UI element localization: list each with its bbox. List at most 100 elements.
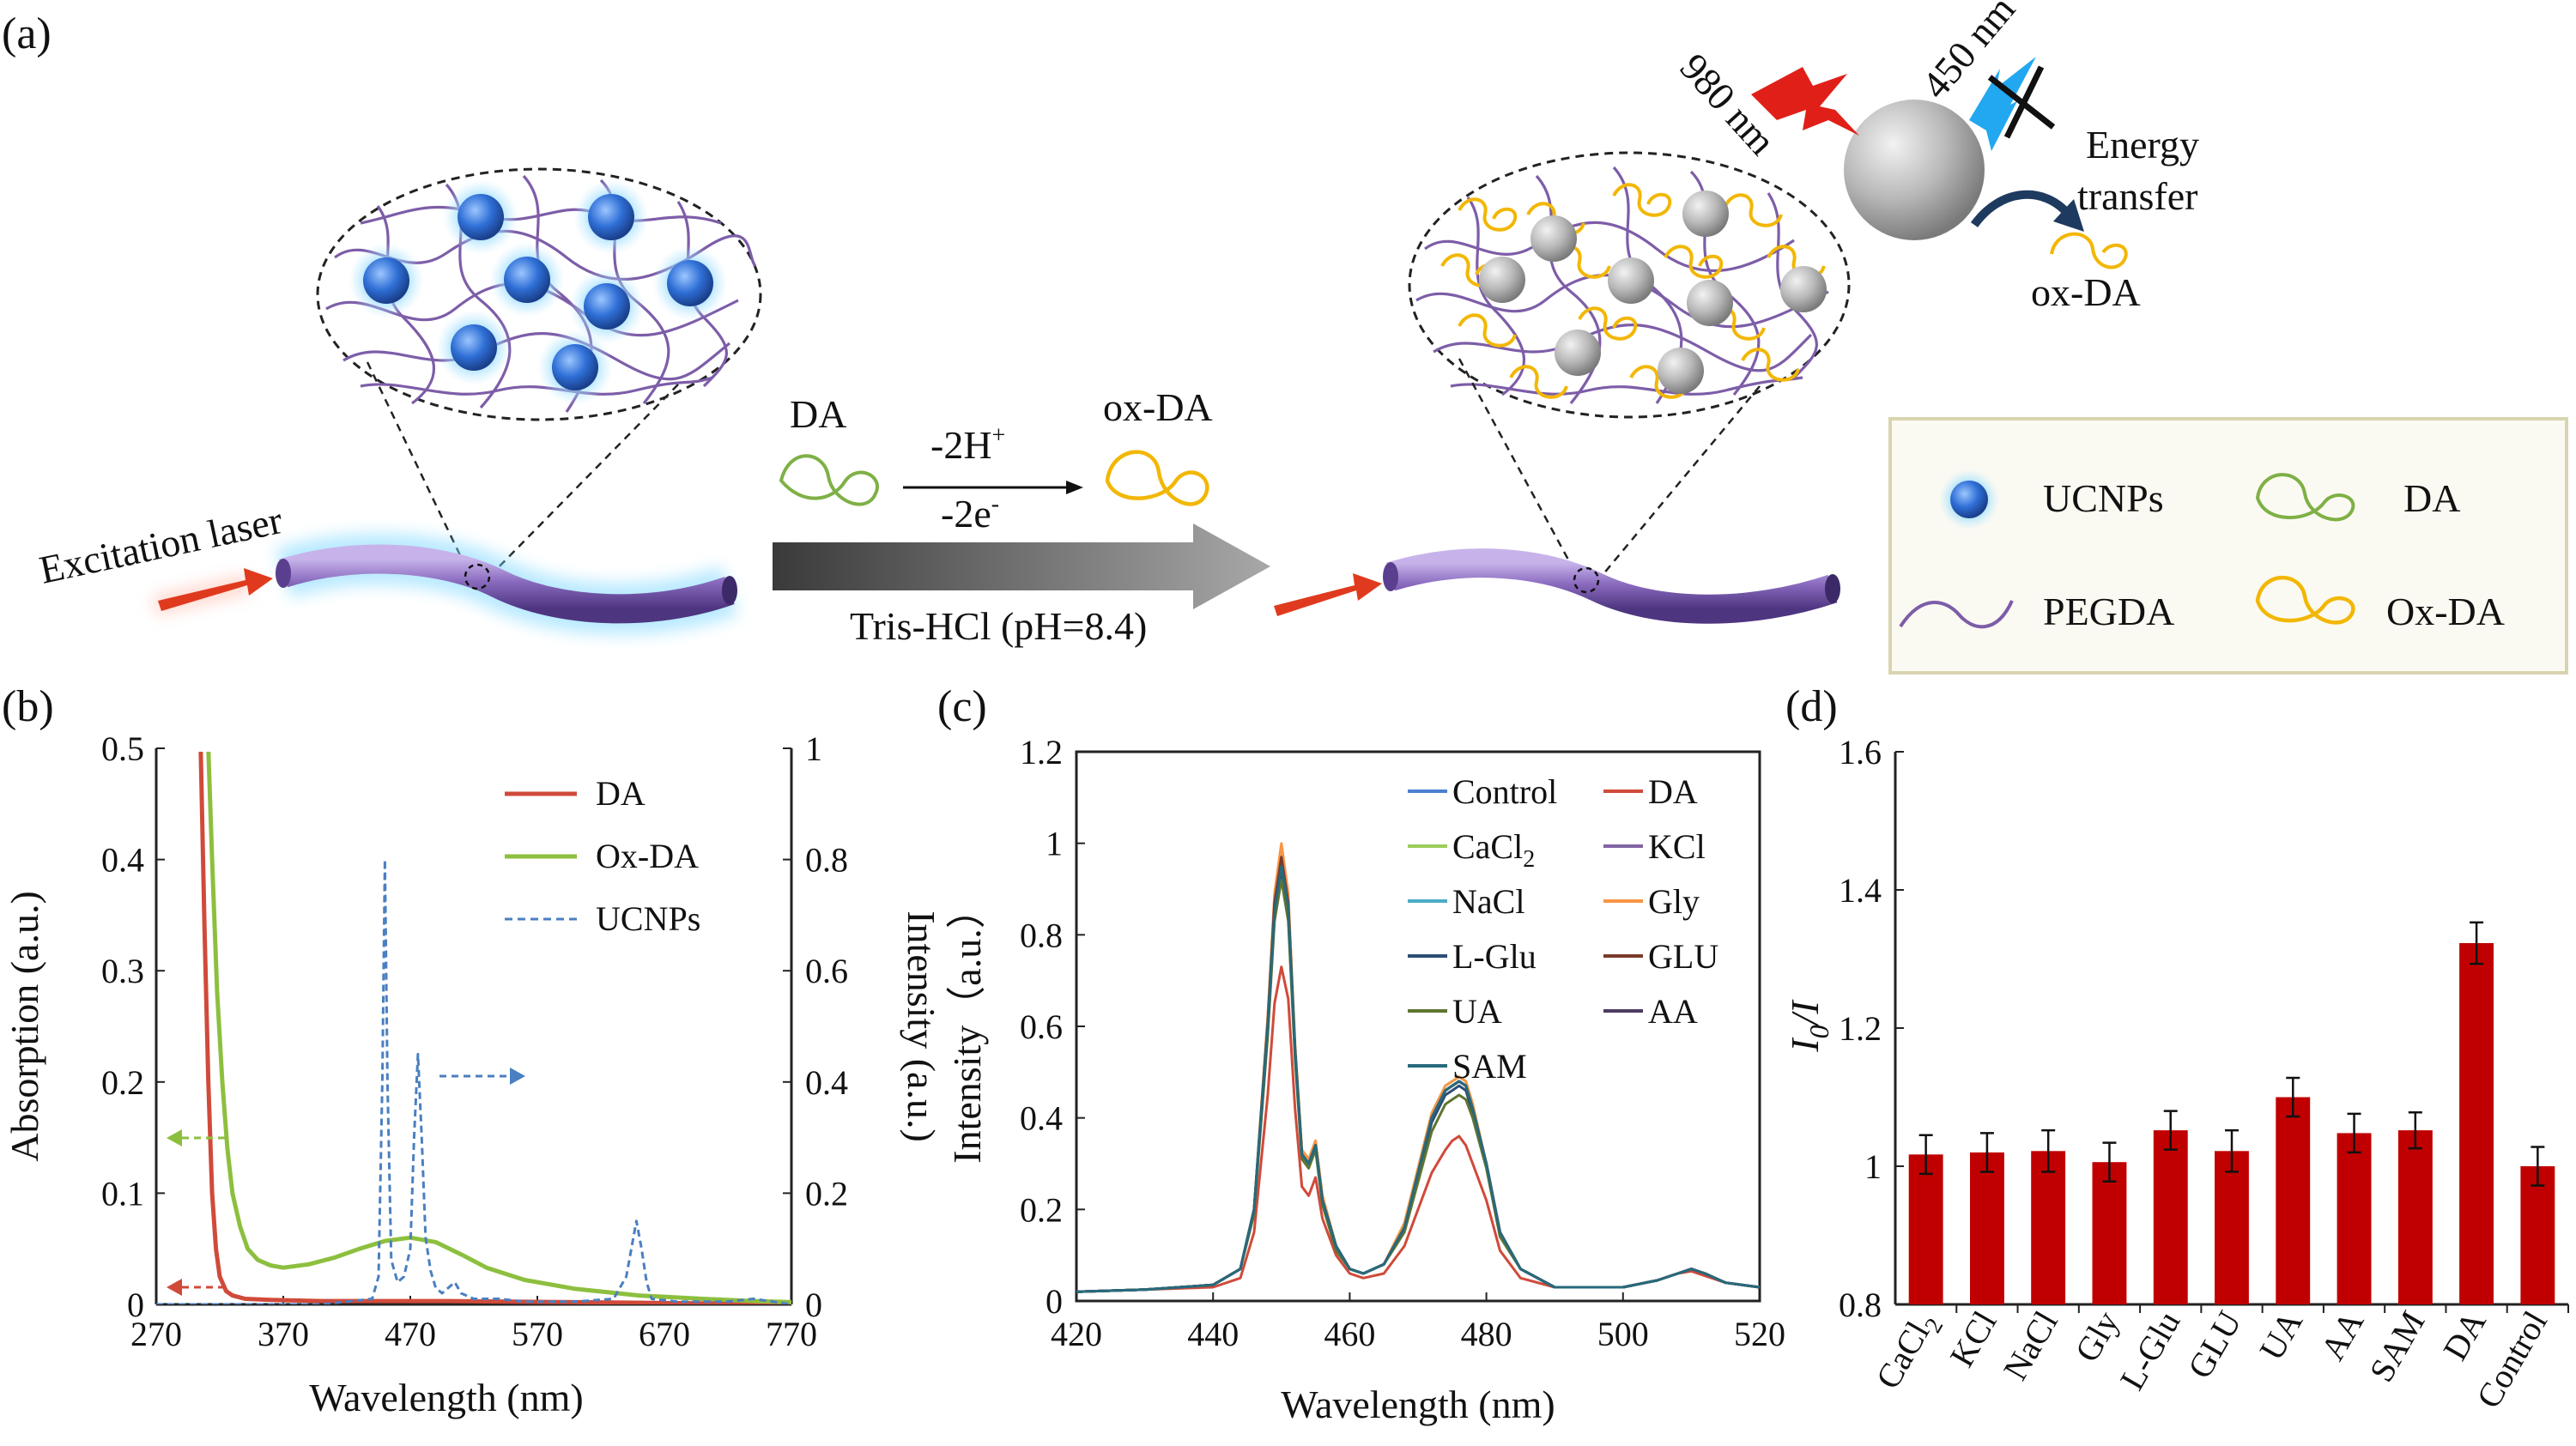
c-y-tick-label: 0.8 [1020,916,1063,954]
c-x-tick-label: 420 [1051,1315,1102,1353]
b-right-tick-label: 1 [805,729,822,768]
panel-b-axes [155,748,793,1306]
c-legend-gly: Gly [1648,882,1700,921]
c-series [1076,842,1761,1293]
legend-box [1888,417,2568,675]
quenched-ucnps-right [1479,191,1827,394]
d-category-glu: GLU [2180,1304,2249,1385]
energy-transfer-arrow [1970,190,2072,228]
c-xlabel: Wavelength (nm) [1281,1382,1555,1426]
d-y-tick-label: 1 [1864,1147,1882,1186]
legend-da-label: DA [2403,476,2460,520]
panel-b: (b) 0 0.1 0.2 0.3 0.4 0.5 0 0.2 0.4 0.6 0.8 1 270 3… [2,682,943,1419]
block-cross-2 [2003,65,2045,139]
d-bar-aa [2337,1133,2372,1304]
c-series-nacl [1076,856,1761,1293]
b-arrow-ucnps [510,1068,525,1085]
left-magnified-view [316,167,762,578]
right-fiber [1383,548,1840,624]
b-legend-oxda: Ox-DA [596,837,699,875]
b-left-tick-label: 0.1 [101,1174,144,1213]
panel-d-label: (d) [1785,682,1838,731]
buffer-label: Tris-HCl (pH=8.4) [850,604,1147,648]
legend-oxda-label: Ox-DA [2386,590,2505,633]
b-arrow-oxda [167,1129,182,1147]
b-ylabel-right: Intensity (a.u.) [900,911,943,1142]
acceptor-label: ox-DA [2031,270,2141,314]
c-x-tick-label: 440 [1187,1315,1239,1353]
b-legend-da: DA [596,774,646,813]
energy-transfer-arrowhead [2053,199,2084,232]
c-x-tick-label: 520 [1734,1315,1785,1353]
ucnp-particles-left [349,179,728,405]
legend-da-icon [2255,473,2355,522]
panel-b-label: (b) [2,682,54,731]
d-bar-da [2459,943,2494,1304]
c-y-tick-label: 1.2 [1020,733,1063,771]
b-legend-ucnps: UCNPs [596,899,700,938]
d-bar-l-glu [2153,1130,2188,1304]
b-series-ox-da [206,752,792,1304]
b-ylabel-left: Absorption (a.u.) [3,891,46,1162]
c-legend-glu: GLU [1648,937,1718,976]
left-zoom-line-2 [488,384,679,578]
b-legend: DA Ox-DA UCNPs [505,774,700,938]
c-y-tick-label: 0.2 [1020,1190,1063,1229]
c-legend-sam: SAM [1452,1047,1527,1086]
panel-c-label: (c) [937,682,987,731]
da-molecule-icon [779,454,879,506]
b-x-tick-label: 570 [512,1315,563,1353]
c-y-ticks: 0 0.2 0.4 0.6 0.8 1 1.2 [1020,733,1085,1321]
process-arrow [773,523,1270,609]
d-bar-gly [2092,1162,2127,1304]
b-x-ticks: 270 370 470 570 670 770 [130,1296,817,1353]
c-legend-nacl: NaCl [1452,882,1524,921]
left-laser-arrow [152,568,273,615]
b-right-tick-label: 0.2 [805,1174,848,1213]
blue-emission-icon [1969,57,2036,151]
right-magnified-view [1408,151,1851,581]
b-left-tick-label: 0.5 [101,729,144,768]
c-series-sam [1076,864,1761,1293]
c-series-glu [1076,856,1761,1293]
d-category-ua: UA [2252,1304,2310,1367]
c-legend-da: DA [1648,772,1698,811]
c-y-tick-label: 1 [1046,825,1063,863]
d-bar-cacl2 [1908,1154,1943,1304]
d-bar-kcl [1970,1152,2004,1304]
b-left-tick-label: 0.4 [101,841,144,880]
b-right-tick-label: 0.8 [805,841,848,880]
c-x-tick-label: 460 [1324,1315,1375,1353]
d-ylabel: I0/I [1783,999,1834,1053]
c-x-ticks: 420 440 460 480 500 520 [1051,1292,1785,1353]
b-x-tick-label: 770 [766,1315,817,1353]
legend-ucnp-core [1950,481,1988,518]
c-y-tick-label: 0.4 [1020,1099,1063,1138]
nir-lightning-icon [1751,67,1859,136]
left-fiber [276,533,739,635]
d-category-nacl: NaCl [1996,1304,2065,1387]
energy-transfer-line2: transfer [2077,174,2197,218]
d-category-gly: Gly [2067,1304,2126,1368]
b-xlabel: Wavelength (nm) [309,1376,583,1419]
c-legend-kcl: KCl [1648,827,1706,866]
panel-a-legend: UCNPs DA PEGDA Ox-DA [1888,417,2568,675]
legend-ucnps-label: UCNPs [2043,476,2164,520]
b-series-da [198,752,791,1304]
b-right-tick-label: 0.6 [805,952,848,990]
reaction-bottom-label: -2e- [941,491,999,535]
c-y-tick-label: 0.6 [1020,1007,1063,1046]
b-x-tick-label: 270 [130,1315,182,1353]
oxda-molecules-right [1440,183,1826,399]
b-right-ticks: 0 0.2 0.4 0.6 0.8 1 [783,729,848,1324]
d-category-sam: SAM [2361,1304,2432,1389]
b-axis-arrows [167,1068,525,1296]
b-right-tick-label: 0 [805,1286,822,1324]
b-left-tick-label: 0 [127,1286,144,1324]
b-series [156,752,792,1304]
c-ylabel: Intensity（a.u.） [945,889,989,1163]
c-legend-cacl2: CaCl2 [1452,827,1535,873]
panel-a-label: (a) [2,9,52,58]
